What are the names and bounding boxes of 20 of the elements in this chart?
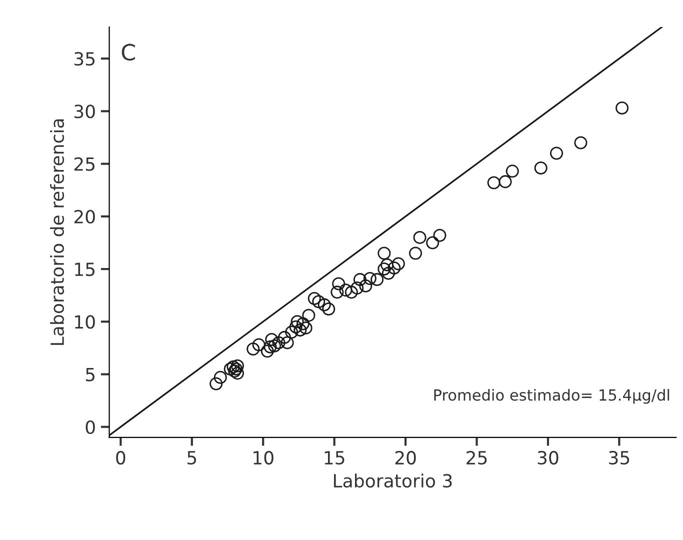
x-axis-title: Laboratorio 3 [334,474,452,488]
x-tick-label: 35 [609,450,630,465]
annotation: C [122,44,135,61]
y-tick-label: 25 [74,157,95,171]
y-tick-label: 30 [74,104,95,118]
x-tick-label: 0 [116,450,126,465]
x-tick-label: 10 [254,450,274,465]
x-tick-label: 25 [466,450,487,465]
y-tick-label: 5 [86,368,95,382]
y-tick-label: 35 [74,52,95,66]
y-tick-label: 15 [75,262,95,276]
x-tick-label: 30 [538,450,558,465]
annotation: Promedio estimado= 15.4µg/dl [434,388,670,404]
x-tick-label: 20 [395,450,416,465]
x-tick-label: 5 [188,451,196,465]
x-tick-label: 15 [324,451,344,465]
y-tick-label: 20 [74,210,95,224]
y-axis-title: Laboratorio de referencia [50,119,64,345]
y-tick-label: 0 [86,420,95,434]
y-tick-label: 10 [75,315,95,329]
